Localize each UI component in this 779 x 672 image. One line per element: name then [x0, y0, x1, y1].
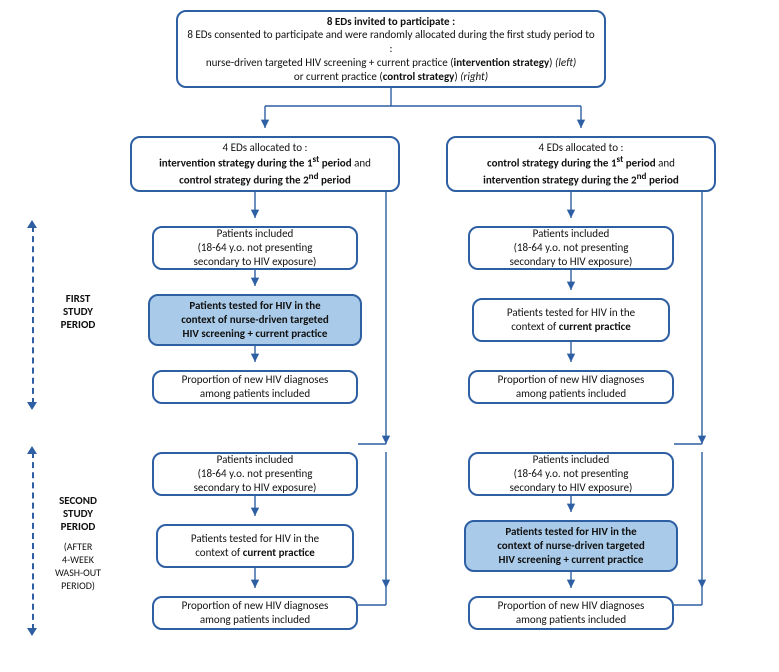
box-testL1: Patients tested for HIV in thecontext of… — [148, 294, 362, 346]
box-line: Patients included — [533, 227, 610, 241]
box-line: (18-64 y.o. not presenting — [198, 467, 313, 481]
box-inclR1: Patients included(18-64 y.o. not present… — [468, 226, 674, 270]
arrow-icon — [27, 628, 37, 636]
box-line: 4 EDs allocated to : — [223, 141, 308, 155]
box-testR2: Patients tested for HIV in thecontext of… — [464, 520, 678, 572]
text: PERIOD — [61, 520, 96, 533]
box-line: Patients included — [533, 453, 610, 467]
box-line: Patients tested for HIV in the — [191, 532, 319, 546]
box-line: secondary to HIV exposure) — [510, 481, 633, 495]
box-line: Proportion of new HIV diagnoses — [498, 599, 645, 613]
box-line: Patients included — [217, 227, 294, 241]
box-line: 8 EDs consented to participate and were … — [186, 28, 596, 56]
box-line: nurse-driven targeted HIV screening + cu… — [206, 56, 576, 70]
box-line: context of nurse-driven targeted — [181, 313, 329, 327]
box-line: 4 EDs allocated to : — [539, 141, 624, 155]
box-testL2: Patients tested for HIV in thecontext of… — [156, 524, 354, 568]
box-line: context of current practice — [195, 546, 315, 560]
box-line: among patients included — [516, 387, 626, 401]
box-line: Proportion of new HIV diagnoses — [182, 373, 329, 387]
box-propL1: Proportion of new HIV diagnosesamong pat… — [152, 370, 358, 404]
label-second-period: SECOND STUDY PERIOD (AFTER 4-WEEK WASH-O… — [44, 494, 112, 592]
box-line: Patients included — [217, 453, 294, 467]
box-inclR2: Patients included(18-64 y.o. not present… — [468, 452, 674, 496]
box-line: Proportion of new HIV diagnoses — [182, 599, 329, 613]
box-allocR: 4 EDs allocated to :control strategy dur… — [446, 136, 716, 192]
arrow-icon — [27, 402, 37, 410]
box-testR1: Patients tested for HIV in thecontext of… — [472, 298, 670, 342]
text: WASH-OUT — [55, 566, 101, 579]
box-line: Proportion of new HIV diagnoses — [498, 373, 645, 387]
text: FIRST — [66, 292, 91, 305]
text: 4-WEEK — [62, 553, 94, 566]
box-line: control strategy during the 2nd period — [179, 171, 351, 187]
box-line: HIV screening + current practice — [183, 327, 328, 341]
box-line: (18-64 y.o. not presenting — [198, 241, 313, 255]
box-top: 8 EDs invited to participate :8 EDs cons… — [176, 10, 606, 88]
box-line: 8 EDs invited to participate : — [327, 15, 455, 29]
text: PERIOD — [61, 318, 96, 331]
label-first-period: FIRST STUDY PERIOD — [48, 292, 108, 332]
box-line: among patients included — [516, 613, 626, 627]
box-line: intervention strategy during the 1st per… — [159, 154, 371, 170]
box-propR2: Proportion of new HIV diagnosesamong pat… — [468, 596, 674, 630]
box-inclL1: Patients included(18-64 y.o. not present… — [152, 226, 358, 270]
box-line: context of current practice — [511, 320, 631, 334]
box-line: among patients included — [200, 613, 310, 627]
box-line: among patients included — [200, 387, 310, 401]
box-line: Patients tested for HIV in the — [505, 525, 636, 539]
box-line: Patients tested for HIV in the — [189, 299, 320, 313]
box-line: or current practice (control strategy) (… — [294, 70, 488, 84]
box-line: intervention strategy during the 2nd per… — [483, 171, 679, 187]
box-propR1: Proportion of new HIV diagnosesamong pat… — [468, 370, 674, 404]
box-line: (18-64 y.o. not presenting — [514, 467, 629, 481]
timeline-second — [32, 452, 34, 630]
box-line: context of nurse-driven targeted — [497, 539, 645, 553]
box-inclL2: Patients included(18-64 y.o. not present… — [152, 452, 358, 496]
box-line: (18-64 y.o. not presenting — [514, 241, 629, 255]
box-line: Patients tested for HIV in the — [507, 306, 635, 320]
box-line: secondary to HIV exposure) — [194, 255, 317, 269]
text: STUDY — [63, 507, 93, 520]
text: (AFTER — [64, 540, 93, 553]
arrow-icon — [27, 220, 37, 228]
box-line: secondary to HIV exposure) — [510, 255, 633, 269]
text: SECOND — [59, 494, 97, 507]
box-line: secondary to HIV exposure) — [194, 481, 317, 495]
box-line: HIV screening + current practice — [499, 553, 644, 567]
flowchart-stage: FIRST STUDY PERIOD SECOND STUDY PERIOD (… — [0, 0, 779, 672]
text: PERIOD) — [61, 579, 95, 592]
box-allocL: 4 EDs allocated to :intervention strateg… — [130, 136, 400, 192]
timeline-first — [32, 226, 34, 404]
text: STUDY — [63, 305, 93, 318]
box-line: control strategy during the 1st period a… — [487, 154, 675, 170]
arrow-icon — [27, 446, 37, 454]
box-propL2: Proportion of new HIV diagnosesamong pat… — [152, 596, 358, 630]
